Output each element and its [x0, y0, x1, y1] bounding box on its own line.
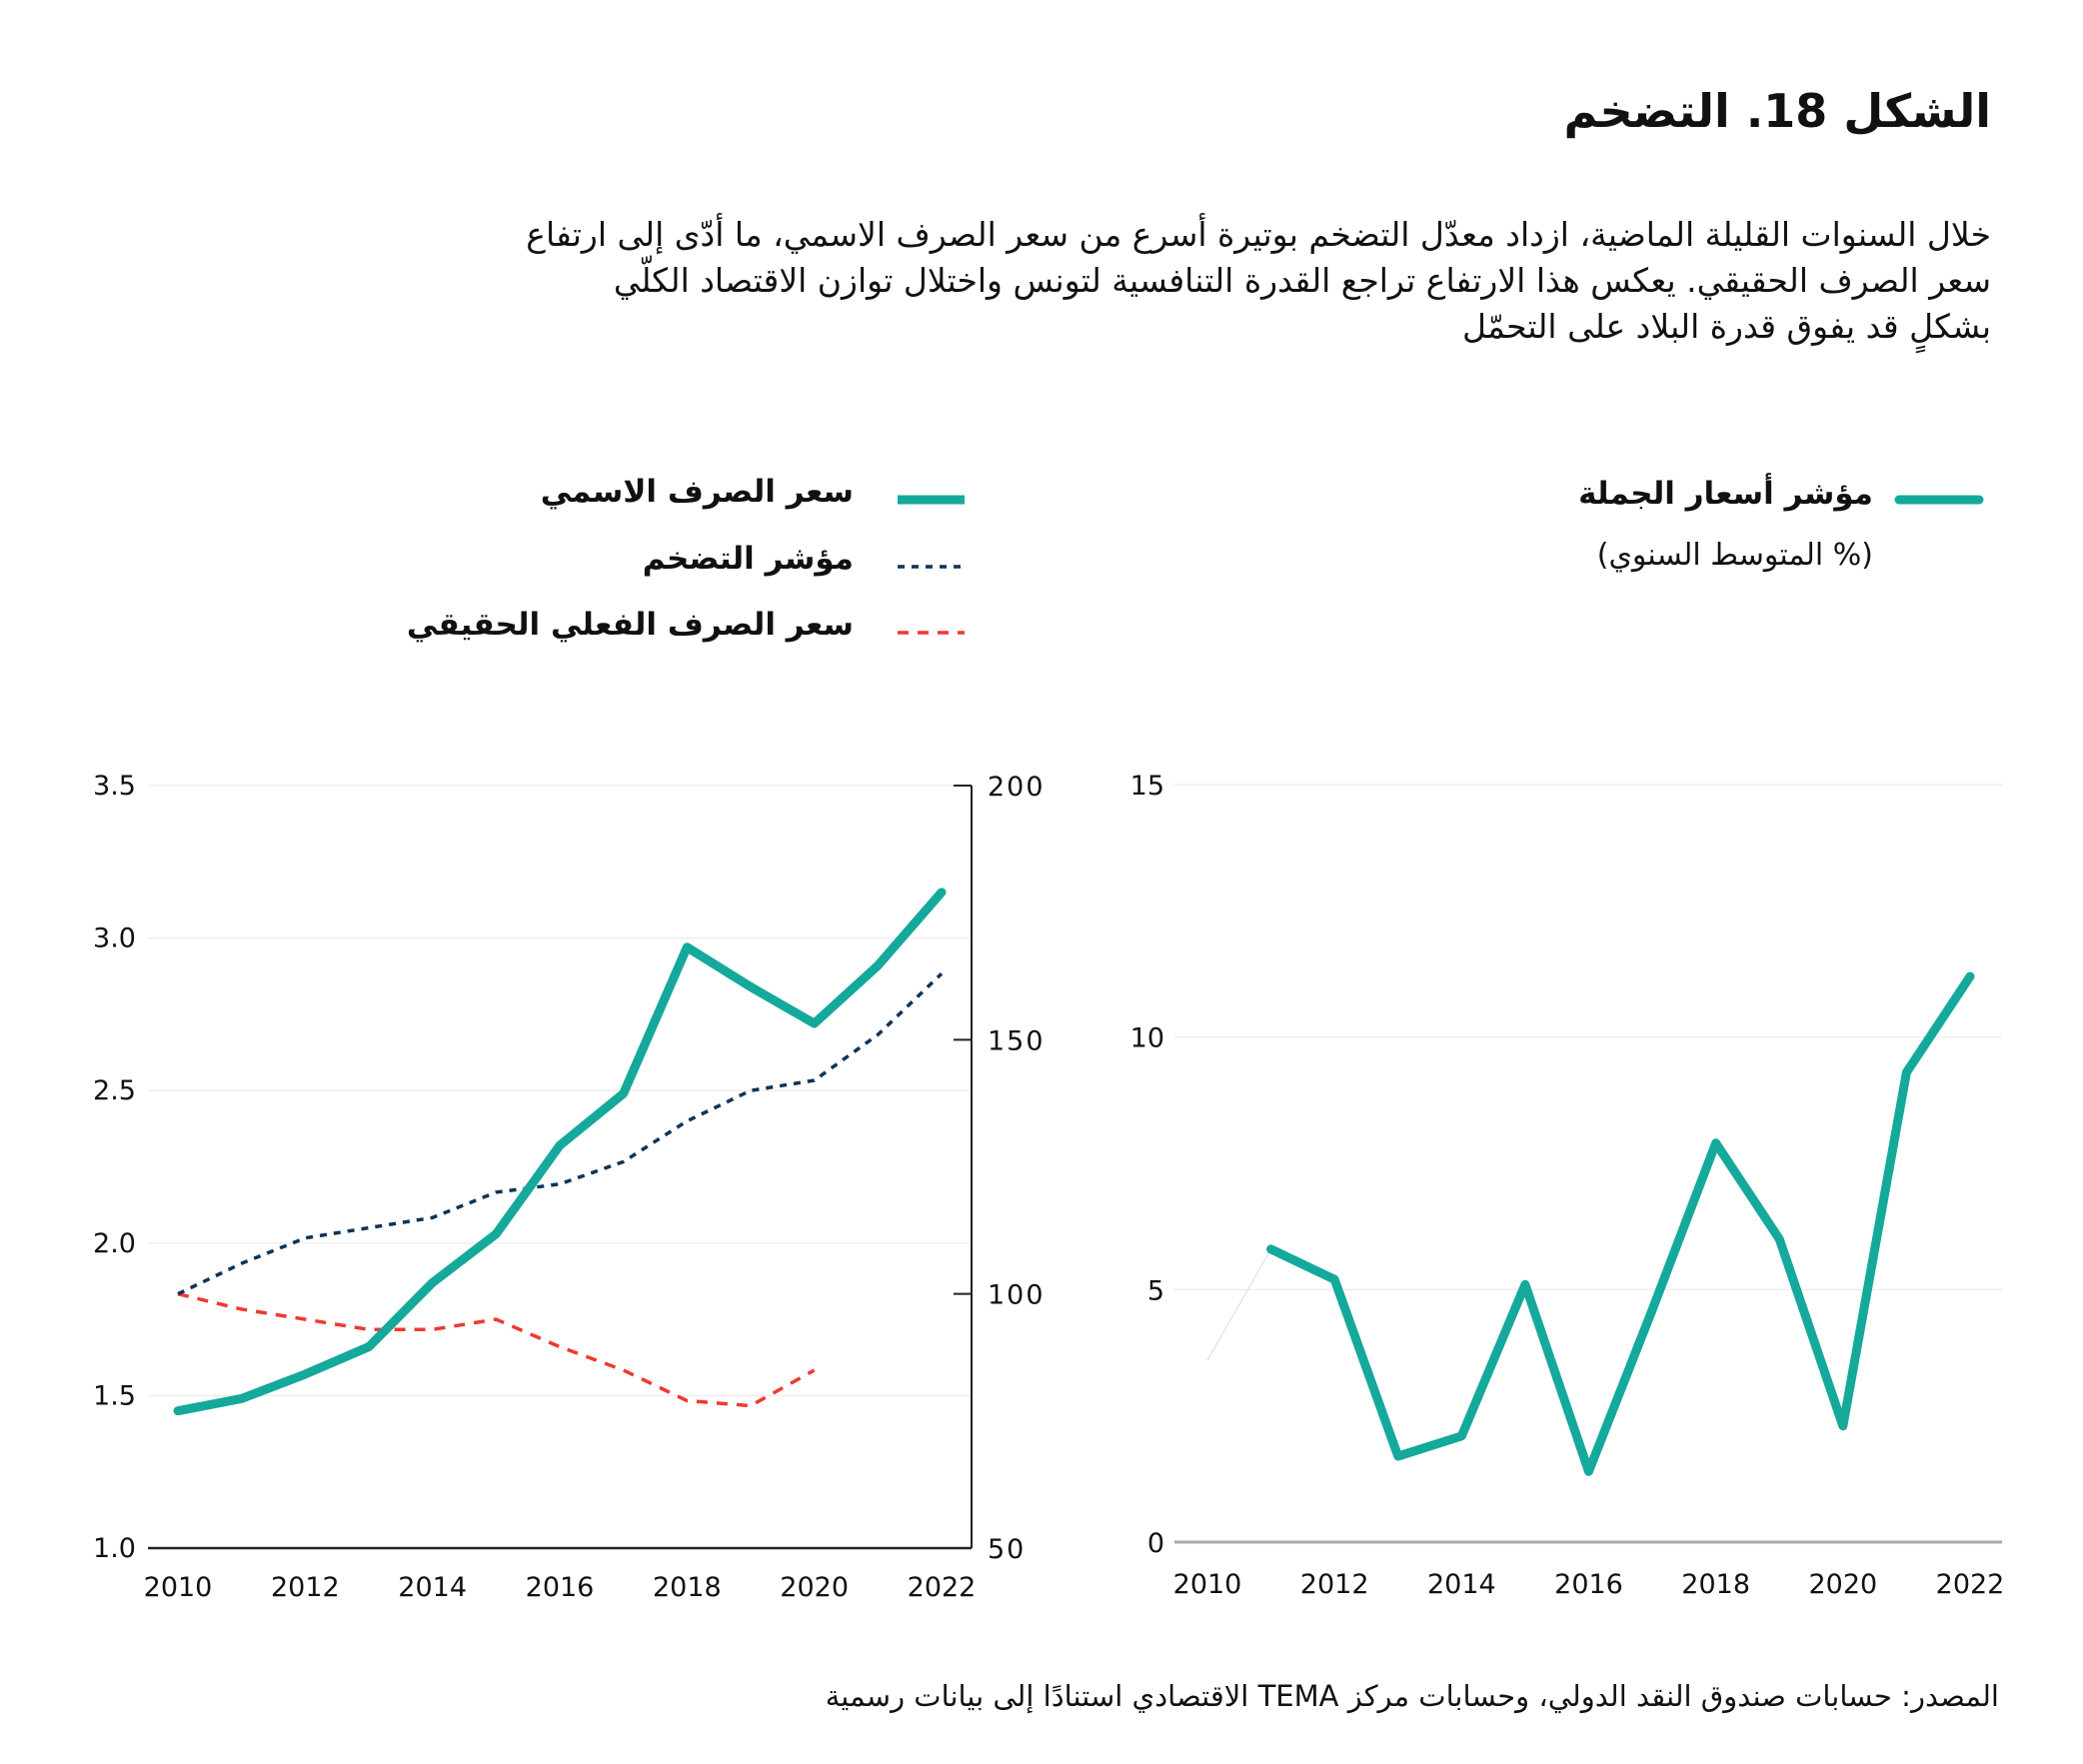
y-left-tick-label: 2.5: [93, 1075, 136, 1106]
series-line-dotted: [177, 971, 944, 1296]
legend-label-inflation: مؤشر التضخم: [642, 541, 854, 577]
x-tick-label: 2022: [908, 1572, 977, 1603]
x-tick-label: 2012: [271, 1572, 340, 1603]
series-line-wholesale: [1266, 971, 1975, 1476]
y-right-tick-label: 100: [988, 1280, 1045, 1311]
y-left-tick-label: 3.5: [93, 771, 136, 802]
legend-swatches: [898, 495, 1984, 635]
y-left-tick-label: 1.5: [93, 1380, 136, 1411]
description-line: بشكلٍ قد يفوق قدرة البلاد على التحمّل: [1462, 307, 1991, 346]
y-tick-label: 0: [1147, 1528, 1164, 1559]
chart-left: 1.0 1.5 2.0 2.5 3.0 3.5 50 100 150 200 2010 2012 201…: [93, 771, 1045, 1603]
x-tick-label: 2020: [1808, 1569, 1877, 1600]
legend-label-reer: سعر الصرف الفعلي الحقيقي: [406, 607, 854, 643]
y-right-tick-label: 50: [988, 1534, 1026, 1565]
y-right-tick-label: 150: [988, 1025, 1045, 1056]
x-tick-label: 2018: [1681, 1569, 1750, 1600]
y-left-tick-label: 3.0: [93, 923, 136, 954]
y-tick-label: 5: [1147, 1275, 1164, 1306]
legend-label-nominal: سعر الصرف الاسمي: [540, 474, 854, 510]
description-paragraph: خلال السنوات القليلة الماضية، ازداد معدّ…: [92, 212, 1991, 350]
x-tick-label: 2022: [1936, 1569, 2005, 1600]
chart-right: 0 5 10 15 2010 2012 2014 2016 2018 2020 2022: [1130, 771, 2005, 1600]
description-line: خلال السنوات القليلة الماضية، ازداد معدّ…: [526, 215, 1991, 254]
x-tick-label: 2010: [144, 1572, 213, 1603]
legend-label-wholesale: مؤشر أسعار الجملة: [1578, 476, 1873, 512]
series-line-solid: [173, 887, 947, 1416]
description-line: سعر الصرف الحقيقي. يعكس هذا الارتفاع ترا…: [613, 261, 1991, 300]
y-right-tick-label: 200: [988, 772, 1045, 803]
figure-title: الشكل 18. التضخم: [1563, 84, 1991, 138]
x-tick-label: 2016: [526, 1572, 595, 1603]
y-tick-label: 10: [1130, 1023, 1164, 1054]
x-tick-label: 2020: [780, 1572, 849, 1603]
chart-subtitle: (% المتوسط السنوي): [1596, 538, 1873, 573]
y-tick-label: 15: [1130, 771, 1164, 802]
x-tick-label: 2014: [1427, 1569, 1496, 1600]
x-tick-label: 2010: [1173, 1569, 1242, 1600]
y-left-tick-label: 1.0: [93, 1533, 136, 1564]
series-line-dashed: [177, 1291, 816, 1408]
series-faint-segment: [1206, 1248, 1272, 1361]
x-tick-label: 2016: [1554, 1569, 1623, 1600]
x-tick-label: 2012: [1300, 1569, 1369, 1600]
x-tick-label: 2014: [398, 1572, 467, 1603]
source-note: المصدر: حسابات صندوق النقد الدولي، وحساب…: [825, 1679, 1999, 1713]
y-left-tick-label: 2.0: [93, 1228, 136, 1259]
x-tick-label: 2018: [653, 1572, 722, 1603]
